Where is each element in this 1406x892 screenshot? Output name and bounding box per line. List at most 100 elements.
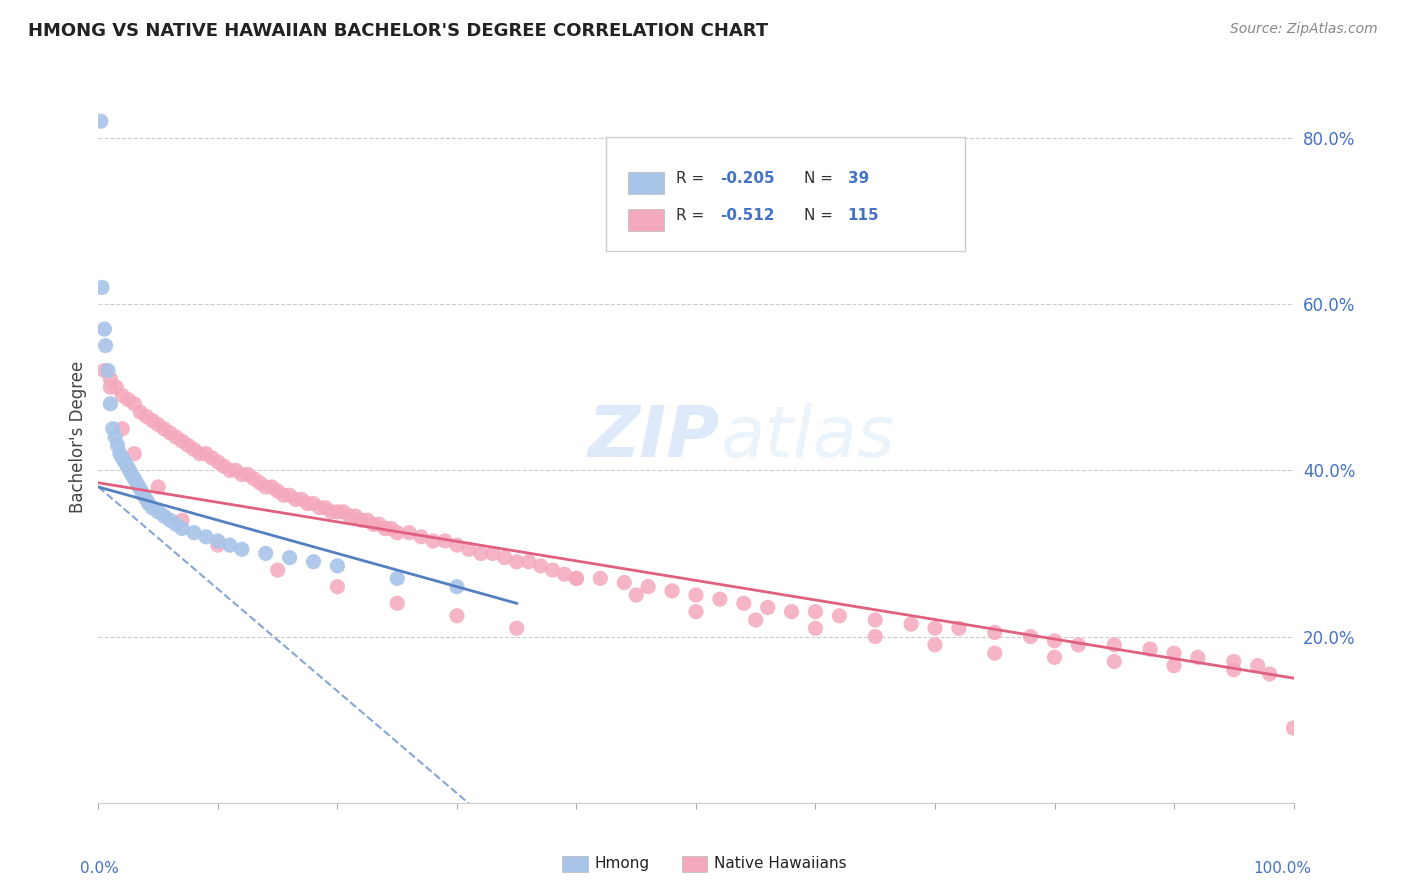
Point bbox=[1282, 721, 1305, 735]
Point bbox=[458, 542, 481, 557]
Text: HMONG VS NATIVE HAWAIIAN BACHELOR'S DEGREE CORRELATION CHART: HMONG VS NATIVE HAWAIIAN BACHELOR'S DEGR… bbox=[28, 22, 768, 40]
Point bbox=[434, 533, 457, 548]
Point bbox=[212, 459, 235, 474]
Point bbox=[565, 571, 588, 585]
Point bbox=[733, 596, 755, 610]
Point bbox=[111, 450, 134, 465]
Point bbox=[131, 484, 153, 499]
Point bbox=[494, 550, 516, 565]
Point bbox=[159, 425, 181, 440]
Point bbox=[159, 513, 181, 527]
Point bbox=[148, 505, 170, 519]
Point bbox=[385, 596, 409, 610]
Text: Source: ZipAtlas.com: Source: ZipAtlas.com bbox=[1230, 22, 1378, 37]
Point bbox=[93, 322, 115, 336]
Point bbox=[1043, 650, 1066, 665]
Point bbox=[267, 484, 290, 499]
Point bbox=[517, 555, 540, 569]
Point bbox=[302, 555, 325, 569]
Point bbox=[111, 388, 134, 402]
Point bbox=[148, 417, 170, 432]
Point bbox=[315, 500, 337, 515]
Point bbox=[172, 513, 194, 527]
Point bbox=[135, 409, 157, 424]
Point bbox=[385, 571, 409, 585]
Point bbox=[422, 533, 444, 548]
Point bbox=[129, 405, 152, 419]
Point bbox=[195, 447, 218, 461]
Y-axis label: Bachelor's Degree: Bachelor's Degree bbox=[69, 361, 87, 513]
Text: N =: N = bbox=[804, 208, 838, 223]
Point bbox=[183, 442, 205, 457]
Point bbox=[1067, 638, 1090, 652]
Point bbox=[924, 638, 946, 652]
Point bbox=[243, 472, 266, 486]
Point bbox=[1104, 638, 1126, 652]
Point bbox=[900, 617, 922, 632]
Point bbox=[828, 608, 851, 623]
Point bbox=[101, 422, 124, 436]
Point bbox=[589, 571, 612, 585]
Point bbox=[236, 467, 259, 482]
Point bbox=[98, 397, 122, 411]
Point bbox=[661, 583, 683, 598]
Point bbox=[135, 492, 157, 507]
Point bbox=[172, 521, 194, 535]
Point bbox=[291, 492, 314, 507]
Point bbox=[321, 505, 343, 519]
Point bbox=[411, 530, 433, 544]
Point bbox=[302, 497, 325, 511]
Point bbox=[207, 455, 229, 469]
Point bbox=[165, 517, 187, 532]
Point bbox=[124, 447, 146, 461]
Point bbox=[446, 608, 468, 623]
Point bbox=[107, 438, 129, 452]
Point bbox=[94, 338, 117, 352]
Point bbox=[924, 621, 946, 635]
Point bbox=[90, 114, 112, 128]
Point bbox=[470, 546, 492, 560]
Point bbox=[865, 630, 887, 644]
Point bbox=[207, 533, 229, 548]
Point bbox=[530, 558, 553, 573]
Point bbox=[385, 525, 409, 540]
Point bbox=[984, 625, 1007, 640]
Text: ZIP: ZIP bbox=[588, 402, 720, 472]
Point bbox=[91, 280, 114, 294]
Point bbox=[554, 567, 576, 582]
Point bbox=[446, 580, 468, 594]
Text: Hmong: Hmong bbox=[595, 856, 650, 871]
Point bbox=[1019, 630, 1042, 644]
Point bbox=[124, 472, 146, 486]
Point bbox=[195, 530, 218, 544]
Text: 100.0%: 100.0% bbox=[1253, 861, 1312, 876]
Point bbox=[506, 555, 529, 569]
Point bbox=[254, 546, 277, 560]
Point bbox=[326, 580, 349, 594]
Point bbox=[344, 509, 367, 524]
Point bbox=[506, 621, 529, 635]
Point bbox=[482, 546, 505, 560]
Point bbox=[1247, 658, 1270, 673]
Point bbox=[207, 538, 229, 552]
Point bbox=[332, 505, 354, 519]
Point bbox=[118, 463, 141, 477]
Point bbox=[98, 372, 122, 386]
Point bbox=[685, 588, 707, 602]
Point bbox=[98, 380, 122, 394]
Point bbox=[1163, 658, 1185, 673]
Point bbox=[225, 463, 247, 477]
Point bbox=[121, 467, 143, 482]
Point bbox=[108, 447, 131, 461]
Point bbox=[188, 447, 211, 461]
Point bbox=[128, 480, 150, 494]
Point bbox=[637, 580, 659, 594]
Text: R =: R = bbox=[676, 171, 709, 186]
FancyBboxPatch shape bbox=[606, 137, 965, 251]
Text: Native Hawaiians: Native Hawaiians bbox=[714, 856, 846, 871]
Point bbox=[231, 467, 253, 482]
Point bbox=[114, 455, 136, 469]
Point bbox=[1139, 642, 1161, 657]
Point bbox=[141, 413, 163, 427]
Point bbox=[260, 480, 283, 494]
